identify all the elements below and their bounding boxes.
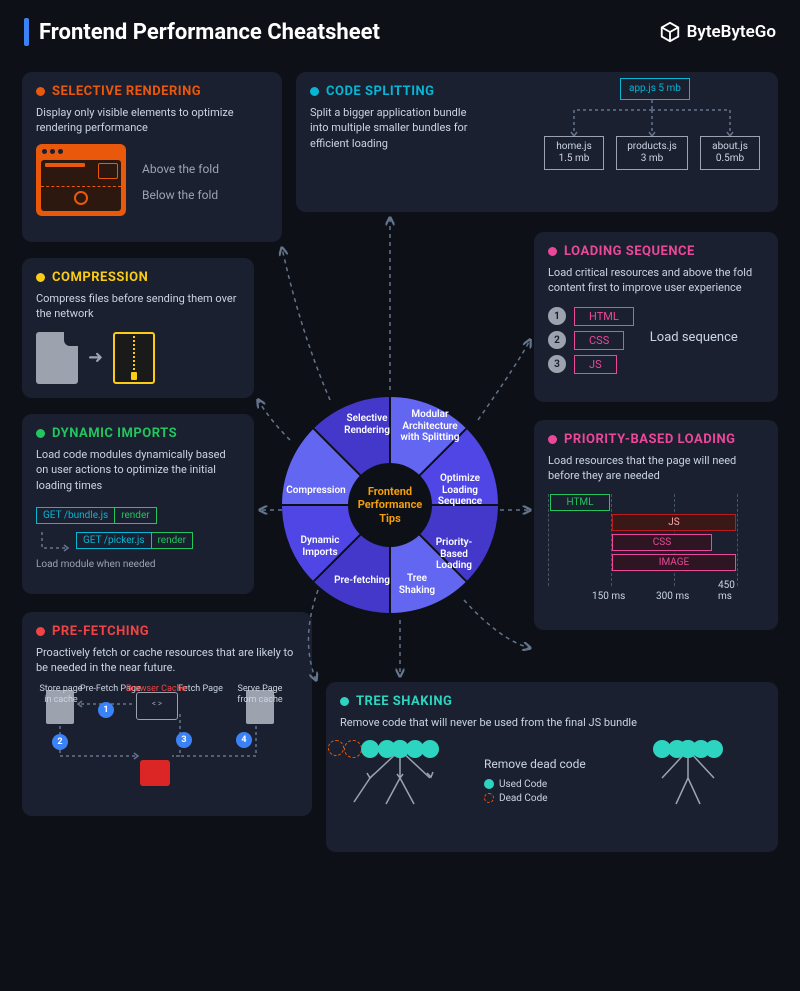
- dot-icon: [36, 87, 45, 96]
- card-compression: COMPRESSION Compress files before sendin…: [22, 258, 254, 398]
- card-priority-loading: PRIORITY-BASED LOADING Load resources th…: [534, 420, 778, 630]
- sequence-label: Load sequence: [650, 330, 738, 345]
- sequence-row: 2CSS: [548, 331, 634, 350]
- dot-icon: [340, 697, 349, 706]
- gantt-bar: HTML: [550, 494, 610, 511]
- browser-mockup-icon: [36, 144, 126, 216]
- laptop-icon: < >: [136, 692, 178, 720]
- card-title: DYNAMIC IMPORTS: [52, 426, 177, 441]
- dynamic-import-diagram: GET /bundle.jsrender GET /picker.jsrende…: [36, 501, 240, 549]
- card-prefetching: PRE-FETCHING Proactively fetch or cache …: [22, 612, 312, 816]
- code-split-diagram: app.js 5 mb home.js1.5 mb products.js3 m…: [544, 78, 764, 186]
- card-loading-sequence: LOADING SEQUENCE Load critical resources…: [534, 232, 778, 402]
- card-tree-shaking: TREE SHAKING Remove code that will never…: [326, 682, 778, 852]
- split-arrows-icon: [544, 100, 764, 136]
- center-wheel: Frontend Performance Tips Selective Rend…: [280, 395, 500, 615]
- card-desc: Load critical resources and above the fo…: [548, 265, 764, 296]
- header: Frontend Performance Cheatsheet ByteByte…: [0, 0, 800, 56]
- card-title: PRE-FETCHING: [52, 624, 149, 639]
- card-desc: Display only visible elements to optimiz…: [36, 105, 268, 136]
- tree-shaking-diagram: Remove dead code Used Code Dead Code: [340, 740, 764, 820]
- gantt-bar: IMAGE: [612, 554, 736, 571]
- card-dynamic-imports: DYNAMIC IMPORTS Load code modules dynami…: [22, 414, 254, 594]
- card-desc: Load code modules dynamically based on u…: [36, 447, 240, 493]
- card-title: COMPRESSION: [52, 270, 148, 285]
- above-fold-label: Above the fold: [142, 156, 219, 182]
- file-icon: [36, 332, 78, 384]
- priority-gantt-chart: HTML JS CSS IMAGE 150 ms 300 ms 450 ms: [548, 494, 738, 602]
- legend-dead: Dead Code: [499, 793, 548, 804]
- card-desc: Split a bigger application bundle into m…: [310, 105, 480, 151]
- dot-icon: [36, 627, 45, 636]
- get-chip: GET /bundle.js: [36, 507, 115, 524]
- card-selective-rendering: SELECTIVE RENDERING Display only visible…: [22, 72, 282, 242]
- logo-icon: [659, 21, 681, 43]
- card-code-splitting: CODE SPLITTING Split a bigger applicatio…: [296, 72, 778, 212]
- card-desc: Load resources that the page will need b…: [548, 453, 764, 484]
- get-chip: GET /picker.js: [76, 532, 152, 549]
- main-bundle-box: app.js 5 mb: [620, 78, 690, 100]
- axis-tick: 450 ms: [718, 580, 738, 602]
- card-desc: Remove code that will never be used from…: [340, 715, 764, 730]
- card-title: SELECTIVE RENDERING: [52, 84, 201, 99]
- note-label: Load module when needed: [36, 559, 240, 570]
- dot-icon: [36, 429, 45, 438]
- child-bundle-box: home.js1.5 mb: [544, 136, 604, 170]
- render-chip: render: [151, 532, 193, 549]
- dot-icon: [310, 87, 319, 96]
- dot-icon: [36, 273, 45, 282]
- arrow-right-icon: ➜: [88, 347, 103, 368]
- card-title: LOADING SEQUENCE: [564, 244, 695, 259]
- card-desc: Compress files before sending them over …: [36, 291, 240, 322]
- dot-icon: [548, 435, 557, 444]
- zip-file-icon: [113, 332, 155, 384]
- card-title: CODE SPLITTING: [326, 84, 435, 99]
- dot-icon: [548, 247, 557, 256]
- cache-label: Browser Cache: [126, 684, 186, 695]
- cache-icon: [140, 760, 170, 786]
- title-accent-bar: [24, 18, 29, 46]
- child-bundle-box: products.js3 mb: [616, 136, 688, 170]
- card-desc: Proactively fetch or cache resources tha…: [36, 645, 298, 676]
- prefetch-diagram: < > 1 2 3 4 Pre-Fetch Page Store page in…: [36, 684, 296, 796]
- wheel-center-label: Frontend Performance Tips: [348, 463, 432, 547]
- axis-tick: 300 ms: [656, 591, 689, 602]
- gantt-bar: JS: [612, 514, 736, 531]
- render-chip: render: [114, 507, 156, 524]
- page-title: Frontend Performance Cheatsheet: [39, 20, 380, 45]
- remove-dead-label: Remove dead code: [484, 757, 614, 771]
- card-title: PRIORITY-BASED LOADING: [564, 432, 736, 447]
- axis-tick: 150 ms: [592, 591, 625, 602]
- gantt-bar: CSS: [612, 534, 712, 551]
- below-fold-label: Below the fold: [142, 182, 219, 208]
- card-title: TREE SHAKING: [356, 694, 452, 709]
- compression-diagram: ➜: [36, 332, 240, 384]
- sequence-row: 1HTML: [548, 307, 634, 326]
- legend-used: Used Code: [499, 779, 547, 790]
- sequence-row: 3JS: [548, 355, 634, 374]
- child-bundle-box: about.js0.5mb: [700, 136, 760, 170]
- brand-logo: ByteByteGo: [659, 21, 776, 43]
